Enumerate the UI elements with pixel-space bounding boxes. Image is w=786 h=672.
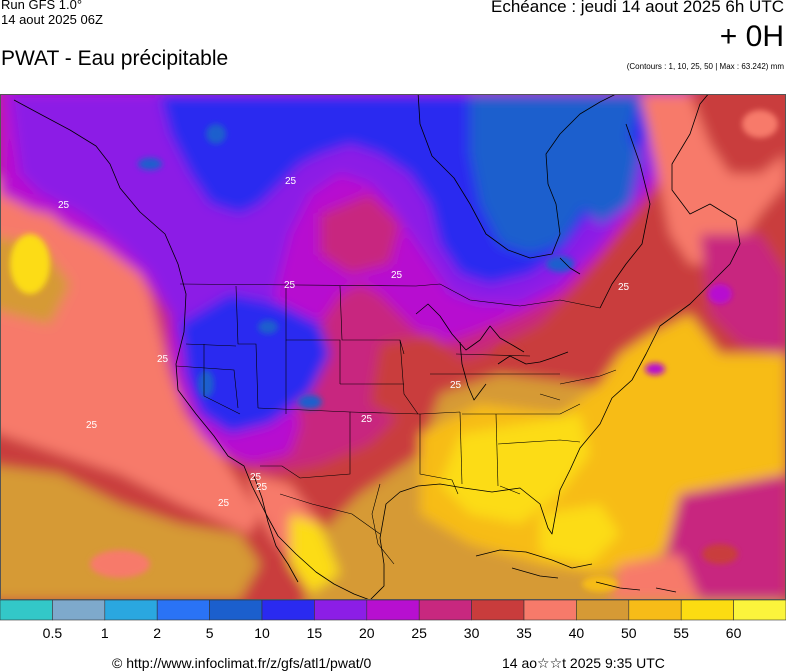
legend-threshold-label: 60 [725, 625, 742, 641]
legend-threshold-label: 30 [463, 625, 480, 641]
legend-swatch [628, 600, 682, 621]
legend-swatch [733, 600, 786, 621]
color-legend-labels: 0.5 1 2 5 10 15 20 25 30 35 40 50 55 60 [0, 624, 786, 642]
pwat-map[interactable]: 25 25 25 25 25 25 25 25 25 25 25 25 [0, 94, 786, 600]
color-legend [0, 600, 786, 621]
legend-threshold-label: 25 [411, 625, 427, 641]
render-time: 14 ao☆☆t 2025 9:35 UTC [502, 655, 665, 671]
legend-swatch [209, 600, 263, 621]
legend-swatch [680, 600, 734, 621]
legend-threshold-label: 1 [100, 625, 109, 641]
run-model: Run GFS 1.0° [1, 0, 83, 12]
legend-swatch [156, 600, 210, 621]
legend-swatch [471, 600, 525, 621]
legend-threshold-label: 10 [254, 625, 270, 641]
contour-label-12: 25 [256, 482, 268, 493]
legend-swatch [0, 600, 53, 621]
contour-label-9: 25 [86, 420, 98, 431]
legend-threshold-label: 50 [621, 625, 637, 641]
legend-threshold-label: 5 [205, 625, 214, 641]
contour-label-4: 25 [391, 270, 403, 281]
legend-threshold-label: 55 [673, 625, 689, 641]
contour-label-1: 25 [58, 200, 70, 211]
legend-threshold-label: 20 [359, 625, 375, 641]
lead-time: + 0H [719, 20, 784, 53]
forecast-time: Echéance : jeudi 14 aout 2025 6h UTC [491, 0, 784, 16]
contours-info: (Contours : 1, 10, 25, 50 | Max : 63.242… [626, 62, 784, 71]
legend-swatch [418, 600, 472, 621]
contour-label-7: 25 [450, 380, 462, 391]
legend-swatch [52, 600, 106, 621]
state-borders [175, 283, 617, 565]
product-title: PWAT - Eau précipitable [1, 47, 229, 70]
legend-threshold-label: 35 [516, 625, 532, 641]
contour-label-11: 25 [218, 498, 230, 509]
contour-label-10: 25 [250, 472, 262, 483]
legend-swatch [104, 600, 158, 621]
contour-label-5: 25 [618, 282, 630, 293]
legend-threshold-label: 15 [306, 625, 323, 641]
legend-swatch [261, 600, 315, 621]
pwat-detail-cells [10, 110, 778, 592]
pwat-map-canvas: 25 25 25 25 25 25 25 25 25 25 25 25 [0, 94, 786, 600]
legend-swatch [523, 600, 577, 621]
legend-threshold-label: 40 [568, 625, 585, 641]
legend-threshold-label: 2 [153, 625, 162, 641]
coastlines [13, 94, 741, 600]
legend-swatch [366, 600, 420, 621]
contour-label-6: 25 [157, 354, 169, 365]
legend-threshold-label: 0.5 [42, 625, 63, 641]
legend-swatch [314, 600, 368, 621]
pwat-field [0, 94, 786, 600]
contour-labels: 25 25 25 25 25 25 25 25 25 25 25 25 [58, 176, 630, 509]
contour-label-3: 25 [284, 280, 296, 291]
contour-label-8: 25 [361, 414, 373, 425]
legend-swatch [576, 600, 630, 621]
contour-label-2: 25 [285, 176, 297, 187]
run-date: 14 aout 2025 06Z [1, 12, 103, 27]
copyright-link[interactable]: © http://www.infoclimat.fr/z/gfs/atl1/pw… [112, 655, 372, 671]
color-legend-bar [0, 600, 786, 621]
